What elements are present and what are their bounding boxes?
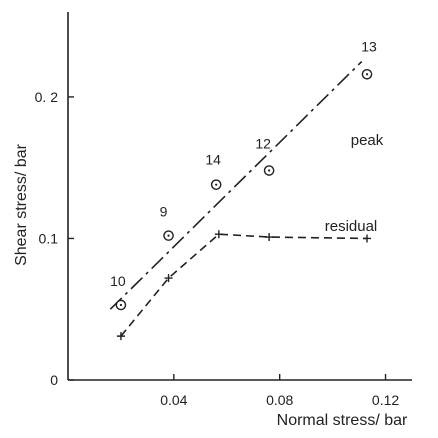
sample-number-label: 14	[205, 152, 221, 168]
peak-series-label: peak	[351, 132, 384, 149]
x-tick-label: 0.12	[372, 392, 399, 408]
labels: 10 9 14 12 13	[110, 38, 377, 289]
x-tick-label: 0.04	[160, 392, 187, 408]
x-tick-label: 0.08	[266, 392, 293, 408]
series-lines	[109, 60, 368, 337]
data-marks	[115, 68, 373, 341]
residual-plus-marker	[363, 234, 372, 243]
sample-point-center	[365, 73, 369, 76]
sample-number-label: 10	[110, 273, 126, 289]
residual-plus-marker	[214, 230, 223, 239]
series-line-residual	[120, 233, 368, 337]
axes	[67, 12, 412, 381]
residual-plus-marker	[116, 332, 125, 341]
y-axis-label: Shear stress/ bar	[13, 143, 30, 266]
sample-point-center	[215, 183, 218, 186]
series-line-peak	[109, 60, 363, 310]
sample-number-label: 9	[160, 204, 168, 220]
residual-series-label: residual	[325, 218, 378, 235]
ticks: 0.04 0.08 0.12 0 0.1 0. 2	[35, 89, 400, 408]
residual-plus-marker	[265, 233, 274, 242]
residual-plus-marker	[164, 274, 173, 283]
sample-point-center	[119, 303, 123, 307]
y-tick-label: 0. 2	[35, 89, 59, 105]
x-axis-label: Normal stress/ bar	[277, 412, 408, 429]
sample-point-center	[167, 234, 170, 237]
y-tick-label: 0	[50, 372, 58, 388]
sample-number-label: 12	[255, 136, 271, 152]
sample-number-label: 13	[361, 38, 377, 54]
y-tick-label: 0.1	[39, 230, 59, 246]
sample-point-center	[268, 169, 271, 172]
